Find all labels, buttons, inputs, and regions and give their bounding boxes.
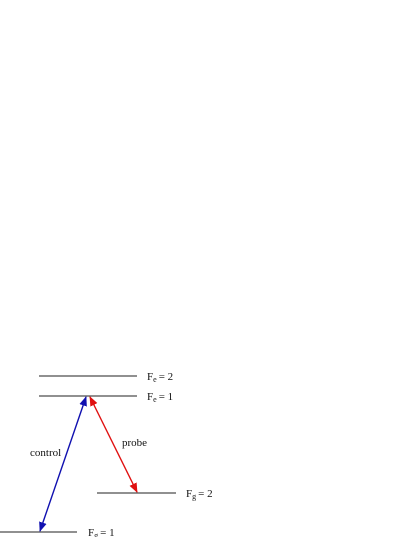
transition-label: control	[30, 447, 61, 459]
level-label: Fe = 2	[147, 371, 173, 384]
level-label: Fg = 2	[186, 488, 213, 501]
level-label: Fe = 1	[147, 391, 173, 404]
level-label: Fg = 1	[88, 527, 115, 537]
control-arrow	[39, 396, 87, 532]
transition-label: probe	[122, 437, 147, 449]
probe-arrow	[89, 396, 138, 493]
